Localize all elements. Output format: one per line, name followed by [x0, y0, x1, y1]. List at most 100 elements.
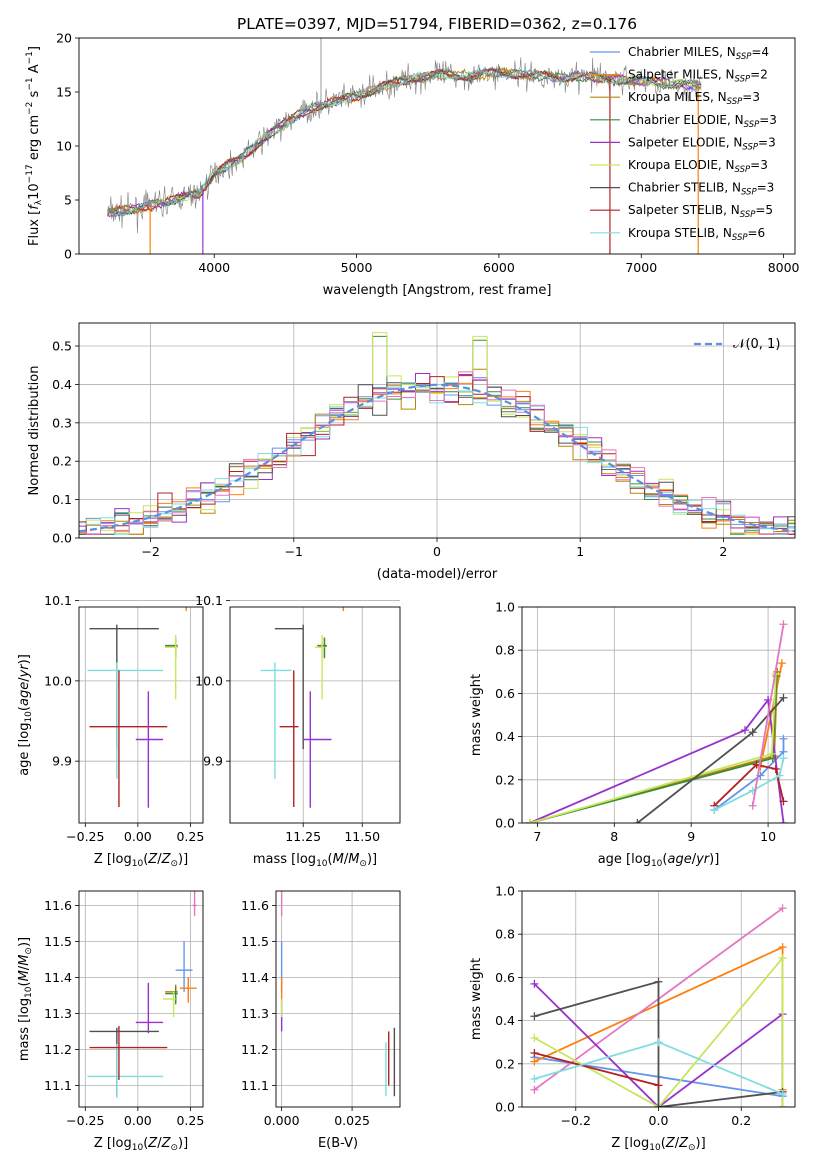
y-tick-label: 0.2	[52, 454, 72, 469]
weight-series-line	[759, 663, 783, 767]
weight-marker	[530, 979, 539, 988]
weight-marker	[654, 1103, 663, 1107]
x-axis-label: age [log10(age/yr)]	[598, 852, 720, 869]
y-tick-label: 0.6	[495, 686, 515, 701]
y-tick-label: 11.5	[241, 934, 269, 949]
y-tick-label: 11.4	[44, 970, 72, 985]
weight-marker	[778, 1103, 787, 1107]
y-tick-label: 0.4	[495, 1013, 515, 1028]
axes-frame: −0.2 0.0 0.2 0.0 0.2 0.4 0.6 0.8 1.0	[495, 884, 796, 1128]
chart-residuals: −2 −1 0 1 2 0.0 0.1 0.2 0.3 0.4 0.5 (data-model)/er…	[27, 322, 796, 582]
weight-series-line	[529, 676, 778, 823]
legend-label-sub: SSP	[740, 210, 756, 220]
data-point	[303, 691, 332, 808]
weight-marker	[778, 904, 787, 913]
x-tick-label: 0	[433, 544, 441, 559]
y-tick-label: 0.0	[495, 816, 515, 831]
legend-label-sub: SSP	[741, 188, 757, 198]
y-tick-label: 11.2	[241, 1042, 269, 1057]
data-point	[135, 982, 164, 1034]
plot-area	[87, 891, 197, 1098]
x-axis-label: Z [log10(Z/Z⊙)]	[611, 1136, 705, 1153]
y-tick-label: 20	[56, 31, 72, 46]
y-tick-label: 10.1	[44, 593, 72, 608]
weight-series-line	[751, 624, 785, 806]
weight-series-line	[529, 697, 785, 823]
weight-marker	[530, 1074, 539, 1083]
data-point	[185, 607, 187, 612]
x-tick-label: 0.25	[176, 829, 204, 844]
x-tick-label: 0.2	[731, 1113, 751, 1128]
data-point	[179, 977, 197, 1003]
weight-marker	[633, 819, 642, 823]
y-tick-label: 0.0	[52, 531, 72, 546]
y-tick-label: 0.2	[495, 772, 515, 787]
x-tick-label: −2	[141, 544, 159, 559]
x-tick-label: 1	[576, 544, 584, 559]
legend-label: Chabrier STELIB, NSSP=3	[628, 181, 774, 198]
data-point	[279, 670, 299, 807]
y-tick-label: 11.6	[241, 898, 269, 913]
x-tick-label: 11.25	[285, 829, 321, 844]
legend-label-value: =2	[750, 68, 768, 82]
histogram-step-line	[79, 375, 795, 535]
y-tick-label: 1.0	[495, 884, 515, 899]
x-tick-label: −0.25	[66, 829, 104, 844]
weight-marker	[778, 1090, 787, 1099]
data-point	[89, 1027, 159, 1097]
x-tick-label: 2	[719, 544, 727, 559]
x-tick-label: 0.0	[649, 1113, 669, 1128]
data-point	[87, 1044, 164, 1098]
x-tick-label: 0.025	[334, 1113, 370, 1128]
legend-label-sub: SSP	[736, 52, 752, 62]
legend-label: Kroupa ELODIE, NSSP=3	[628, 158, 768, 175]
legend-label-value: =3	[750, 158, 768, 172]
chart-weight-vs-age: 7 8 9 10 0.0 0.2 0.4 0.6 0.8 1.0 age [log10(age/yr…	[469, 600, 796, 869]
y-tick-label: 11.1	[44, 1078, 72, 1093]
x-tick-label: 9	[687, 829, 695, 844]
legend-label-value: =3	[742, 90, 760, 104]
plot-area	[79, 332, 795, 535]
weight-marker	[530, 1085, 539, 1094]
y-tick-label: 10.1	[195, 593, 223, 608]
weight-marker	[654, 1081, 663, 1090]
plot-area	[280, 891, 396, 1097]
data-point	[165, 635, 178, 700]
weight-marker	[654, 977, 663, 986]
legend-label-main: Salpeter MILES, N	[628, 68, 735, 82]
data-point	[274, 624, 304, 750]
axes-border	[229, 606, 401, 824]
plot-area	[107, 38, 702, 254]
x-axis-label: Z [log10(Z/Z⊙)]	[94, 1136, 188, 1153]
y-axis-label: mass weight	[469, 958, 484, 1040]
y-tick-label: 11.2	[44, 1042, 72, 1057]
legend-label-main: Kroupa ELODIE, N	[628, 158, 735, 172]
x-tick-label: −1	[285, 544, 303, 559]
weight-series-line	[713, 738, 785, 811]
weight-marker	[530, 1012, 539, 1021]
legend-label-value: =3	[759, 113, 777, 127]
plot-area	[530, 904, 787, 1107]
weight-marker	[748, 801, 757, 810]
legend-label: Chabrier MILES, NSSP=4	[628, 45, 769, 62]
x-tick-label: 4000	[198, 260, 230, 275]
data-point	[163, 991, 176, 1017]
legend-label-sub: SSP	[735, 75, 751, 85]
legend-label-value: =6	[748, 226, 766, 240]
legend-label: Salpeter ELODIE, NSSP=3	[628, 135, 776, 152]
legend-label: Salpeter STELIB, NSSP=5	[628, 203, 773, 220]
weight-marker	[779, 754, 788, 763]
legend-label-sub: SSP	[742, 142, 758, 152]
legend-label-main: Kroupa MILES, N	[628, 90, 727, 104]
weight-marker	[710, 806, 719, 815]
x-tick-label: 5000	[341, 260, 373, 275]
x-tick-label: 0.000	[264, 1113, 300, 1128]
x-tick-label: 7	[533, 829, 541, 844]
y-tick-label: 11.3	[44, 1006, 72, 1021]
y-tick-label: 0.5	[52, 339, 72, 354]
weight-marker	[779, 819, 788, 823]
axes-border	[78, 37, 796, 255]
data-point	[165, 986, 178, 1005]
data-point	[343, 538, 364, 586]
